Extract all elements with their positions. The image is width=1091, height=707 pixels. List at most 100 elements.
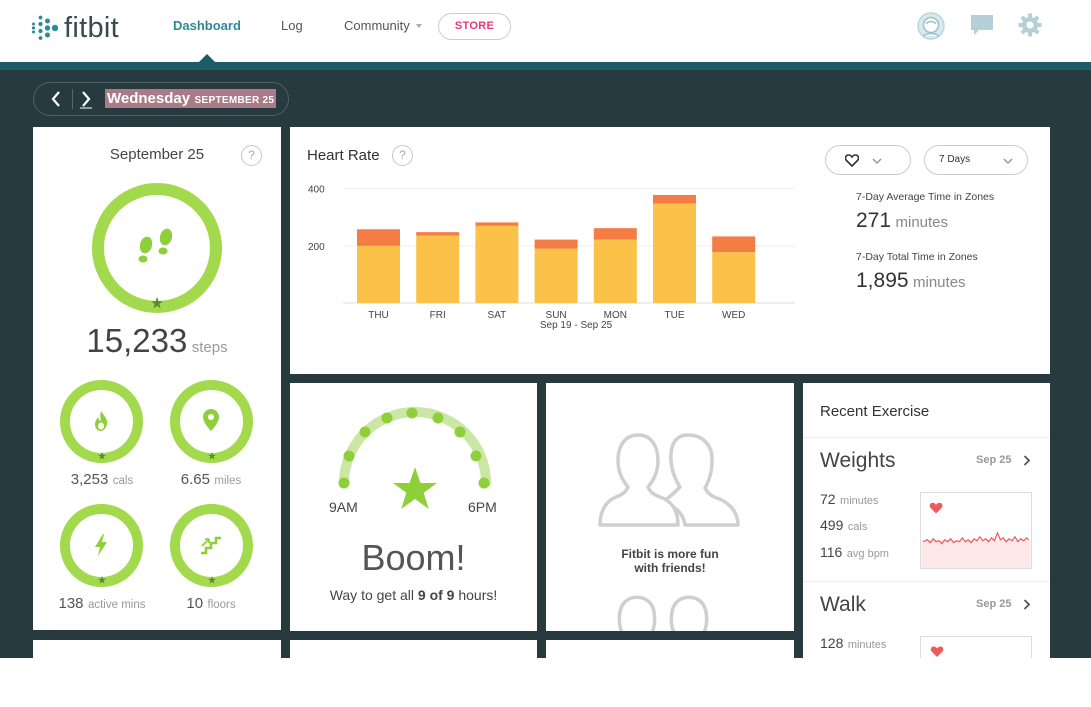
friends-message-line2: with friends! bbox=[634, 561, 706, 575]
exercise-stat-value: 499 bbox=[820, 517, 844, 533]
floors-stat: 10 floors bbox=[161, 595, 261, 613]
chevron-down-icon bbox=[1003, 158, 1013, 164]
total-zones-label: 7-Day Total Time in Zones bbox=[856, 251, 978, 263]
store-button[interactable]: STORE bbox=[438, 13, 511, 40]
exercise-divider bbox=[803, 437, 1050, 438]
exercise-stat-value: 72 bbox=[820, 491, 836, 507]
chart-bar-base[interactable] bbox=[712, 252, 756, 303]
community-caret-icon[interactable] bbox=[416, 24, 422, 28]
heart-rate-chart: 400 200 THU FRI SAT SUN MON TUE WED bbox=[308, 185, 795, 321]
friends-silhouette-icon bbox=[598, 433, 740, 527]
exercise-date: Sep 25 bbox=[976, 454, 1012, 466]
page-bottom-area bbox=[0, 658, 1091, 707]
avatar-icon[interactable] bbox=[917, 12, 945, 40]
chevron-right-icon[interactable] bbox=[1023, 599, 1031, 610]
calories-stat: 3,253 cals bbox=[52, 471, 152, 489]
nav-accent-bar bbox=[0, 62, 1091, 70]
hourly-sub-bold: 9 of 9 bbox=[417, 587, 455, 603]
next-card-placeholder bbox=[546, 640, 794, 658]
hourly-activity-card[interactable]: 9AM 6PM Boom! Way to get all 9 of 9 hour… bbox=[290, 383, 537, 631]
hourly-end-label: 6PM bbox=[468, 499, 497, 515]
chart-bar-base[interactable] bbox=[534, 248, 578, 303]
steps-unit: steps bbox=[191, 339, 228, 356]
y-tick-label: 400 bbox=[308, 185, 325, 196]
distance-value: 6.65 bbox=[180, 471, 210, 488]
next-card-placeholder bbox=[290, 640, 537, 658]
current-date-label[interactable]: Wednesday SEPTEMBER 25 bbox=[105, 89, 277, 108]
avg-zones-label: 7-Day Average Time in Zones bbox=[856, 191, 995, 203]
heart-filled-icon bbox=[930, 646, 944, 657]
distance-star-icon bbox=[208, 452, 216, 460]
recent-exercise-title: Recent Exercise bbox=[820, 403, 930, 420]
lightning-bolt-icon bbox=[95, 534, 107, 556]
heart-zone-dropdown[interactable] bbox=[825, 145, 911, 175]
hourly-star-icon bbox=[393, 467, 437, 509]
exercise-date: Sep 25 bbox=[976, 598, 1012, 610]
nav-log[interactable]: Log bbox=[281, 18, 303, 33]
friends-card[interactable]: Fitbit is more fun with friends! bbox=[546, 383, 794, 631]
nav-dashboard[interactable]: Dashboard bbox=[173, 18, 241, 33]
previous-day-icon[interactable] bbox=[49, 89, 63, 109]
chart-bar-top[interactable] bbox=[416, 232, 460, 236]
distance-unit: miles bbox=[214, 475, 242, 487]
floors-value: 10 bbox=[186, 595, 204, 612]
date-navigator bbox=[33, 82, 289, 116]
heart-rate-sparkline bbox=[920, 636, 1032, 658]
active-minutes-star-icon bbox=[98, 576, 106, 584]
heart-rate-help-icon[interactable]: ? bbox=[392, 145, 413, 166]
exercise-divider bbox=[803, 581, 1050, 582]
chevron-right-icon[interactable] bbox=[1023, 455, 1031, 466]
stairs-icon bbox=[201, 536, 221, 555]
avg-zones-unit: minutes bbox=[895, 214, 949, 231]
chart-date-range: Sep 19 - Sep 25 bbox=[539, 320, 613, 331]
x-tick-label: WED bbox=[722, 310, 745, 321]
exercise-item-walk[interactable]: Walk Sep 25 128 minutes bbox=[803, 582, 1050, 658]
fitbit-logo[interactable]: fitbit bbox=[28, 12, 119, 44]
heart-rate-card[interactable]: Heart Rate ? 400 200 THU FRI SAT SUN MON TUE WED… bbox=[290, 127, 1050, 374]
total-zones-total: 1,895 minutes bbox=[856, 269, 966, 293]
exercise-item-weights[interactable]: Weights Sep 25 72 minutes 499 cals 116 a… bbox=[803, 438, 1050, 581]
steps-help-icon[interactable]: ? bbox=[241, 145, 262, 166]
calories-value: 3,253 bbox=[70, 471, 109, 488]
steps-card-date: September 25 bbox=[109, 146, 205, 163]
next-day-icon[interactable] bbox=[79, 89, 93, 109]
heart-rate-sparkline bbox=[920, 492, 1032, 569]
floors-unit: floors bbox=[207, 599, 236, 611]
date-weekday: Wednesday bbox=[107, 90, 191, 107]
friends-secondary-silhouette-icon bbox=[617, 595, 709, 631]
calories-unit: cals bbox=[112, 475, 134, 487]
hourly-goal-arc bbox=[338, 407, 491, 509]
chart-bar-base[interactable] bbox=[416, 235, 460, 303]
gear-icon[interactable] bbox=[1018, 13, 1042, 37]
chart-bar-top[interactable] bbox=[534, 239, 578, 249]
chart-bar-top[interactable] bbox=[712, 236, 756, 253]
exercise-stat: 128 minutes bbox=[820, 635, 886, 653]
nav-community[interactable]: Community bbox=[344, 18, 410, 33]
flame-icon bbox=[95, 411, 108, 431]
steps-card[interactable]: September 25 ? 15,233 steps 3,253 c bbox=[33, 127, 281, 630]
floors-star-icon bbox=[208, 576, 216, 584]
hourly-sub-suffix: hours! bbox=[458, 587, 498, 603]
exercise-stat-unit: minutes bbox=[847, 639, 887, 651]
exercise-name: Weights bbox=[820, 449, 896, 472]
distance-stat: 6.65 miles bbox=[161, 471, 261, 489]
chart-bar-top[interactable] bbox=[653, 195, 696, 204]
x-tick-label: SAT bbox=[488, 310, 507, 321]
messages-icon[interactable] bbox=[970, 14, 994, 36]
chart-bar-base[interactable] bbox=[475, 225, 519, 303]
x-tick-label: SUN bbox=[546, 310, 567, 321]
heart-filled-icon bbox=[929, 502, 943, 514]
chart-bar-base[interactable] bbox=[653, 203, 696, 303]
top-navigation: fitbit Dashboard Log Community STORE bbox=[0, 0, 1091, 62]
chart-bar-top[interactable] bbox=[593, 228, 637, 240]
total-zones-unit: minutes bbox=[913, 274, 966, 291]
time-range-dropdown[interactable]: 7 Days bbox=[924, 145, 1028, 175]
x-tick-label: THU bbox=[368, 310, 389, 321]
chart-bar-base[interactable] bbox=[357, 245, 400, 303]
recent-exercise-card[interactable]: Recent Exercise Weights Sep 25 72 minute… bbox=[803, 383, 1050, 658]
chart-bar-top[interactable] bbox=[357, 229, 400, 246]
chart-bar-base[interactable] bbox=[593, 239, 637, 303]
location-pin-icon bbox=[203, 409, 219, 431]
x-tick-label: TUE bbox=[665, 310, 685, 321]
chart-bar-top[interactable] bbox=[475, 222, 519, 226]
